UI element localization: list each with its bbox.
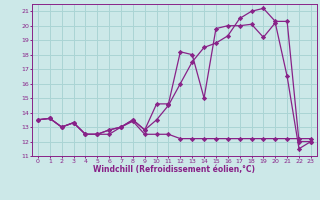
X-axis label: Windchill (Refroidissement éolien,°C): Windchill (Refroidissement éolien,°C) xyxy=(93,165,255,174)
